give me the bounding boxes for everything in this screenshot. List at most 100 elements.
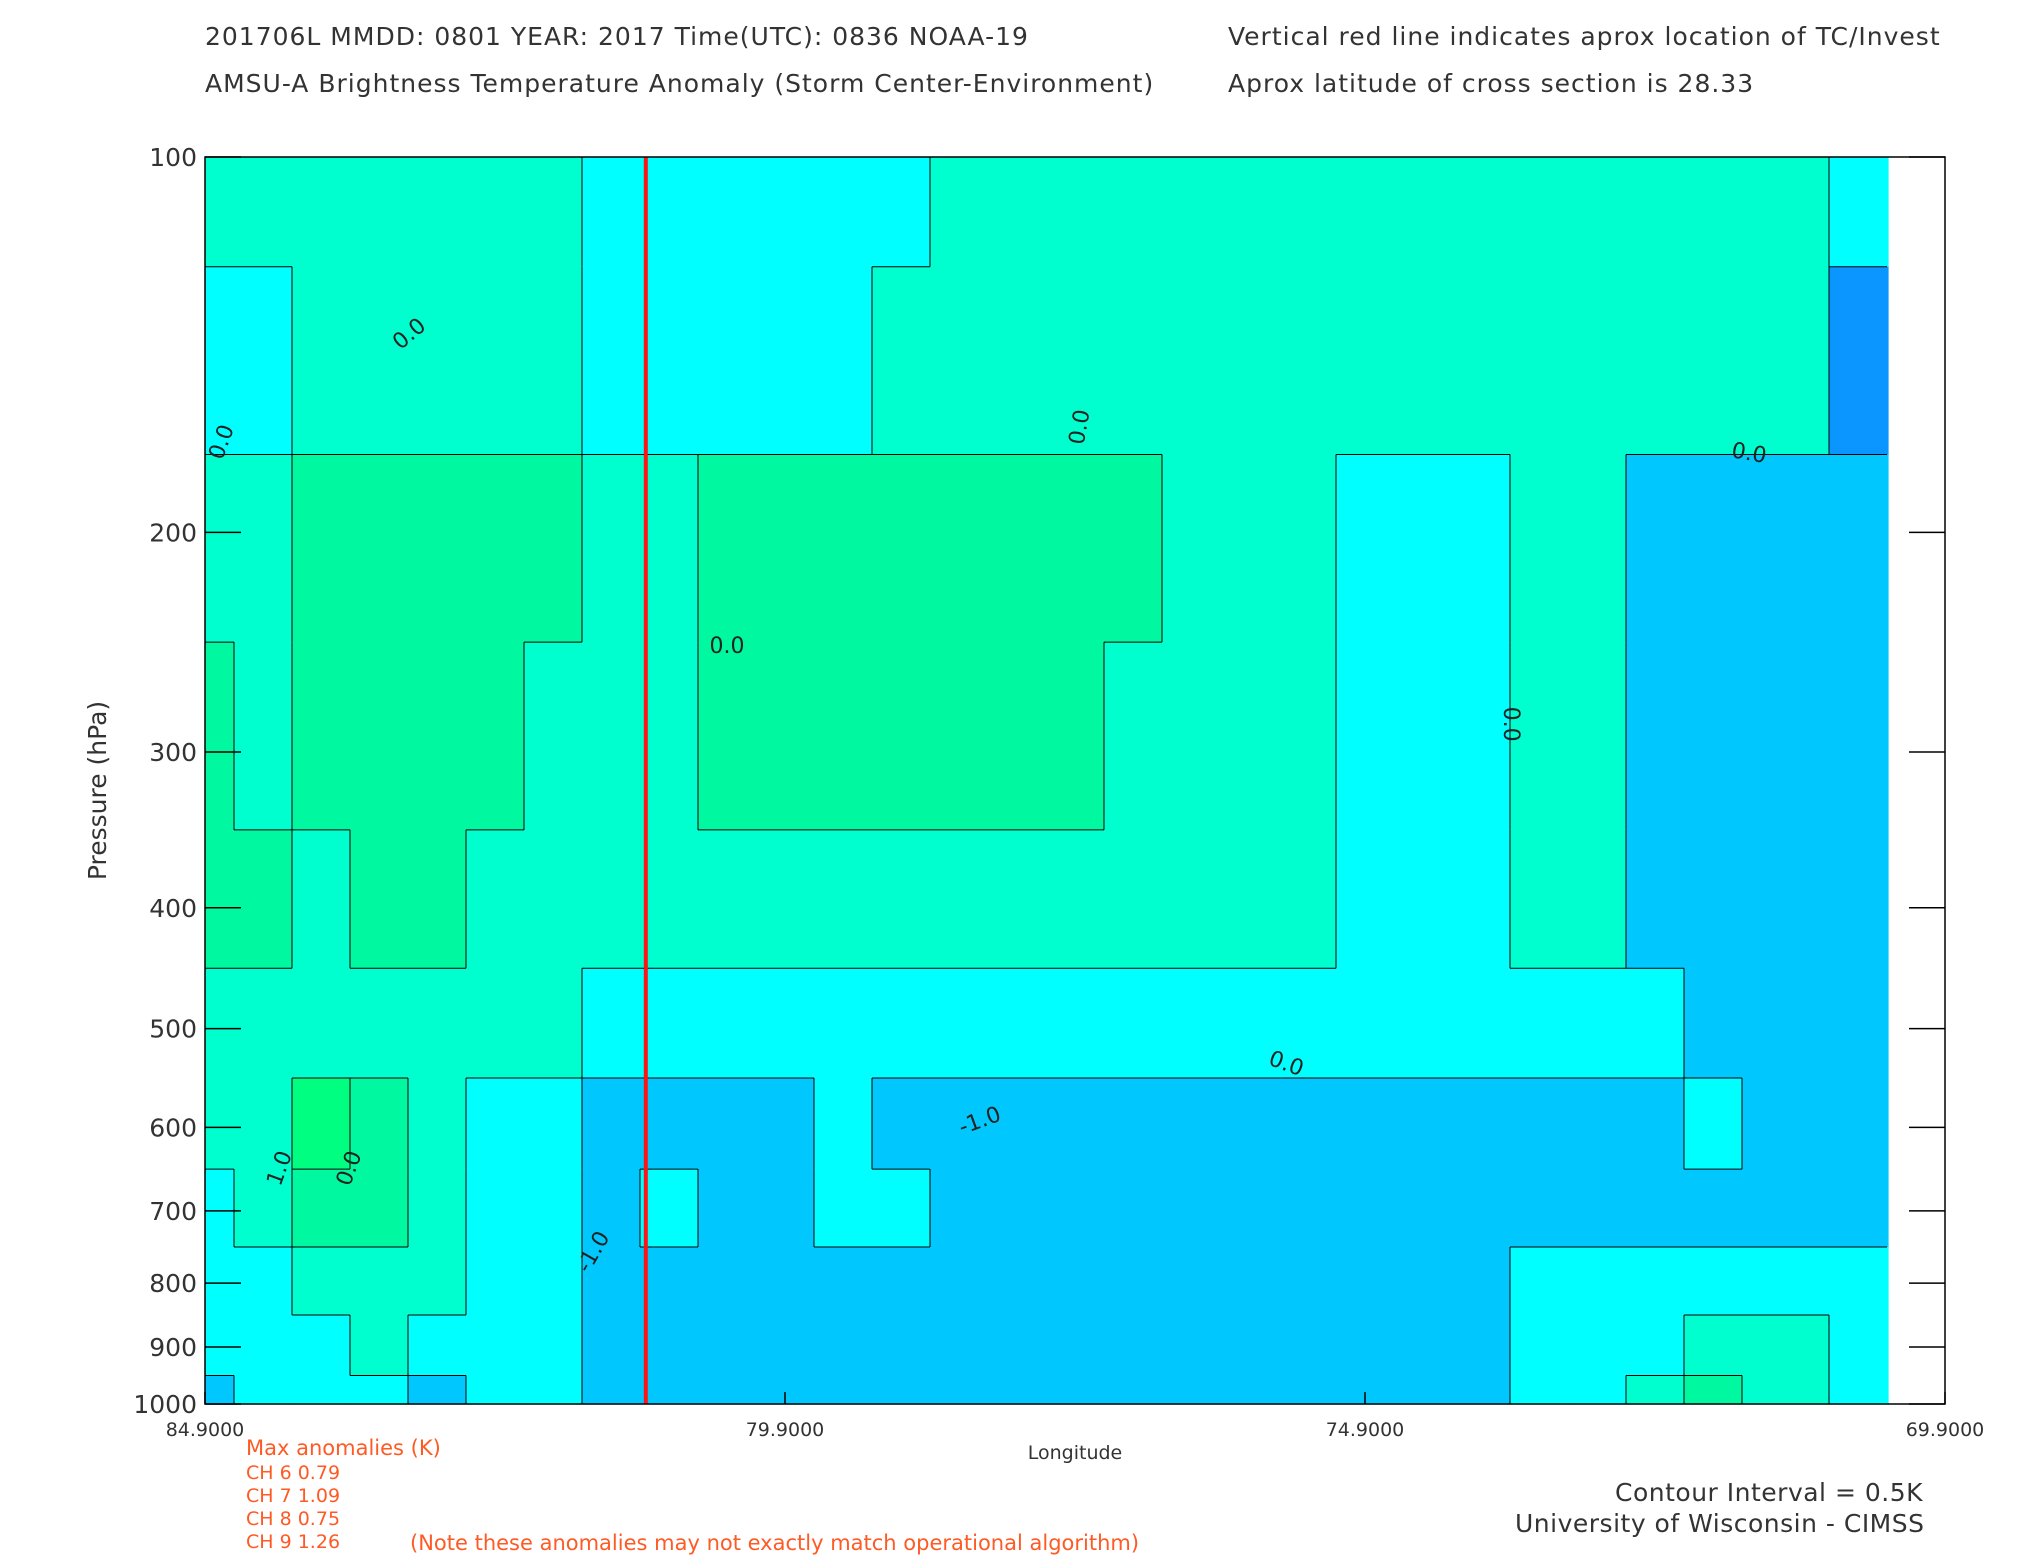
- anomaly-cell: [1278, 829, 1337, 969]
- anomaly-cell: [292, 968, 351, 1079]
- anomaly-cell: [988, 454, 1047, 643]
- max-anomalies-title: Max anomalies (K): [246, 1436, 441, 1460]
- anomaly-cell: [640, 1169, 699, 1248]
- anomaly-cell: [814, 968, 873, 1079]
- anomaly-cell: [1220, 1077, 1279, 1170]
- anomaly-cell: [1510, 1315, 1569, 1377]
- anomaly-cell: [466, 642, 525, 831]
- anomaly-cell: [1046, 642, 1105, 831]
- anomaly-cell: [1742, 1315, 1830, 1377]
- anomaly-cell: [1568, 1315, 1627, 1377]
- anomaly-cell: [1684, 1375, 1743, 1405]
- anomaly-cell: [930, 829, 989, 969]
- anomaly-cell: [582, 454, 641, 643]
- anomaly-cell: [350, 157, 409, 268]
- anomaly-cell: [1162, 266, 1221, 456]
- x-tick-label: 69.9000: [1906, 1419, 1985, 1441]
- anomaly-cell: [234, 266, 293, 456]
- anomaly-cell: [292, 1169, 351, 1248]
- anomaly-cell: [524, 1246, 583, 1316]
- contour-label: 0.0: [710, 634, 745, 659]
- anomaly-cell: [1046, 454, 1105, 643]
- anomaly-cell: [408, 454, 467, 643]
- anomaly-cell: [408, 1246, 467, 1316]
- anomaly-cell: [1452, 1246, 1511, 1316]
- anomaly-cell: [1452, 968, 1511, 1079]
- anomaly-cell: [1104, 1315, 1163, 1377]
- anomaly-cell: [1220, 266, 1279, 456]
- anomaly-cell: [988, 1077, 1047, 1170]
- anomaly-cell: [1278, 157, 1337, 268]
- x-tick-label: 74.9000: [1326, 1419, 1405, 1441]
- anomaly-cell: [524, 1169, 583, 1248]
- anomaly-cell: [350, 1077, 409, 1170]
- anomaly-cell: [234, 1246, 293, 1316]
- anomaly-cell: [1452, 157, 1511, 268]
- anomaly-cell: [1336, 157, 1395, 268]
- credit-label: University of Wisconsin - CIMSS: [1515, 1509, 1925, 1538]
- anomaly-cell: [1684, 1077, 1743, 1170]
- anomaly-cell: [1568, 1375, 1627, 1405]
- anomaly-cell: [1452, 1077, 1511, 1170]
- anomaly-cell: [234, 968, 293, 1079]
- y-axis-title: Pressure (hPa): [83, 701, 112, 880]
- anomaly-cell: [1220, 968, 1279, 1079]
- x-axis-title: Longitude: [1028, 1442, 1123, 1464]
- anomaly-cell: [1742, 157, 1830, 268]
- header-latitude-note: Aprox latitude of cross section is 28.33: [1228, 69, 1755, 98]
- anomaly-cell: [350, 642, 409, 831]
- anomaly-cell: [1742, 1169, 1830, 1248]
- anomaly-cell: [814, 829, 873, 969]
- anomaly-cell: [1394, 968, 1453, 1079]
- anomaly-cell: [988, 1375, 1047, 1405]
- anomaly-cell: [1162, 1169, 1221, 1248]
- anomaly-cell: [582, 157, 641, 268]
- anomaly-cell: [872, 1077, 931, 1170]
- anomaly-cell: [582, 266, 641, 456]
- anomaly-cell: [698, 968, 757, 1079]
- anomaly-cell: [814, 1315, 873, 1377]
- anomaly-cell: [1568, 266, 1627, 456]
- anomaly-cell: [1394, 454, 1453, 643]
- anomaly-cell: [1684, 157, 1743, 268]
- anomaly-cell: [292, 1315, 351, 1377]
- anomaly-cell: [1510, 829, 1569, 969]
- anomaly-cell: [930, 1246, 989, 1316]
- anomaly-cell: [1452, 1375, 1511, 1405]
- y-tick-label: 400: [149, 894, 197, 923]
- anomaly-cell: [1104, 1375, 1163, 1405]
- anomaly-cell: [698, 829, 757, 969]
- anomaly-cell: [756, 968, 815, 1079]
- anomaly-cell: [1046, 157, 1105, 268]
- anomaly-cell: [1278, 968, 1337, 1079]
- anomaly-cell: [524, 642, 583, 831]
- anomaly-cell: [582, 1375, 641, 1405]
- anomaly-cell: [1452, 266, 1511, 456]
- anomaly-cell: [524, 454, 583, 643]
- anomaly-cell: [1162, 454, 1221, 643]
- anomaly-cell: [205, 1375, 235, 1405]
- anomaly-cell: [234, 829, 293, 969]
- anomaly-cell: [1104, 266, 1163, 456]
- anomaly-cell: [582, 1246, 641, 1316]
- y-tick-label: 700: [149, 1197, 197, 1226]
- anomaly-cell: [1104, 829, 1163, 969]
- anomaly-cell: [524, 1315, 583, 1377]
- anomaly-cell: [756, 1246, 815, 1316]
- anomaly-cell: [640, 1246, 699, 1316]
- anomaly-cell: [930, 157, 989, 268]
- anomaly-cell: [640, 968, 699, 1079]
- anomaly-cell: [1626, 1077, 1685, 1170]
- anomaly-cell: [814, 1077, 873, 1170]
- anomaly-cell: [524, 829, 583, 969]
- anomaly-cell: [1510, 454, 1569, 643]
- anomaly-cell: [1220, 157, 1279, 268]
- anomaly-cell: [582, 1169, 641, 1248]
- anomaly-cell: [1684, 266, 1743, 456]
- anomaly-cell: [1278, 1246, 1337, 1316]
- anomaly-cell: [1684, 642, 1743, 831]
- anomaly-cell: [1510, 1169, 1569, 1248]
- anomaly-cell: [1394, 829, 1453, 969]
- anomaly-cell: [872, 642, 931, 831]
- anomaly-cell: [930, 1315, 989, 1377]
